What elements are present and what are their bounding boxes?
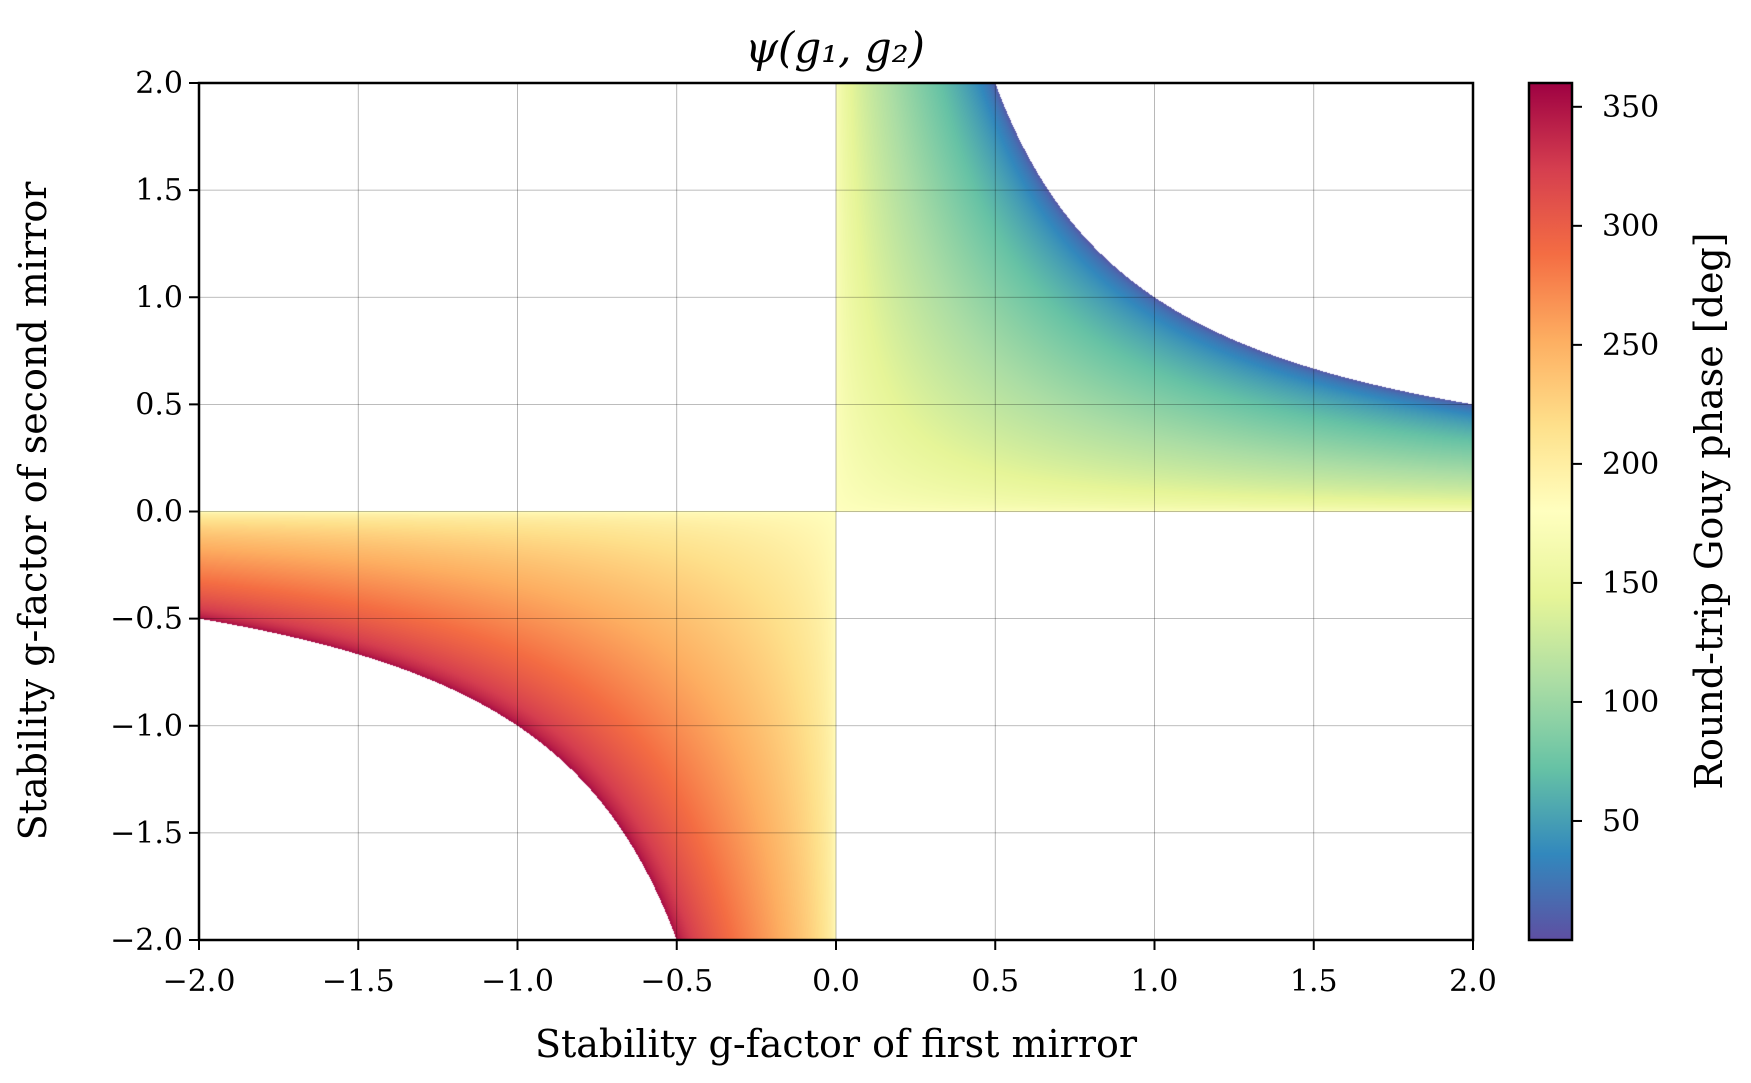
colorbar bbox=[1527, 81, 1574, 942]
y-tick-label: 0.0 bbox=[135, 495, 183, 530]
x-tick-label: −0.5 bbox=[640, 964, 713, 999]
colorbar-tick-label: 100 bbox=[1602, 685, 1659, 720]
x-tick-label: −1.5 bbox=[322, 964, 395, 999]
x-tick-label: 1.5 bbox=[1290, 964, 1338, 999]
x-tick-label: 1.0 bbox=[1131, 964, 1179, 999]
x-axis-label: Stability g-factor of first mirror bbox=[535, 1022, 1138, 1066]
y-axis: −2.0 −1.5 −1.0 −0.5 0.0 0.5 1.0 1.5 2.0 bbox=[110, 66, 199, 958]
y-tick-label: 1.0 bbox=[135, 280, 183, 315]
y-tick-label: −0.5 bbox=[110, 602, 183, 637]
y-tick-label: 2.0 bbox=[135, 66, 183, 101]
y-tick-label: −2.0 bbox=[110, 923, 183, 958]
x-axis: −2.0 −1.5 −1.0 −0.5 0.0 0.5 1.0 1.5 2.0 bbox=[163, 940, 1497, 999]
colorbar-tick-label: 150 bbox=[1602, 566, 1659, 601]
colorbar-axis: 50 100 150 200 250 300 350 bbox=[1572, 90, 1659, 839]
y-tick-label: −1.0 bbox=[110, 709, 183, 744]
x-tick-label: −1.0 bbox=[481, 964, 554, 999]
colorbar-tick-label: 300 bbox=[1602, 209, 1659, 244]
x-tick-label: 0.5 bbox=[971, 964, 1019, 999]
colorbar-label: Round-trip Gouy phase [deg] bbox=[1687, 232, 1731, 789]
y-tick-label: 0.5 bbox=[135, 387, 183, 422]
colorbar-tick-label: 250 bbox=[1602, 328, 1659, 363]
chart-title: ψ(g₁, g₂) bbox=[745, 23, 925, 72]
colorbar-tick-label: 50 bbox=[1602, 804, 1640, 839]
x-tick-label: 0.0 bbox=[812, 964, 860, 999]
colorbar-tick-label: 200 bbox=[1602, 447, 1659, 482]
y-tick-label: −1.5 bbox=[110, 816, 183, 851]
y-axis-label: Stability g-factor of second mirror bbox=[11, 181, 55, 841]
colorbar-tick-label: 350 bbox=[1602, 90, 1659, 125]
gridlines bbox=[198, 82, 1474, 941]
y-tick-label: 1.5 bbox=[135, 173, 183, 208]
x-tick-label: 2.0 bbox=[1449, 964, 1497, 999]
x-tick-label: −2.0 bbox=[163, 964, 236, 999]
